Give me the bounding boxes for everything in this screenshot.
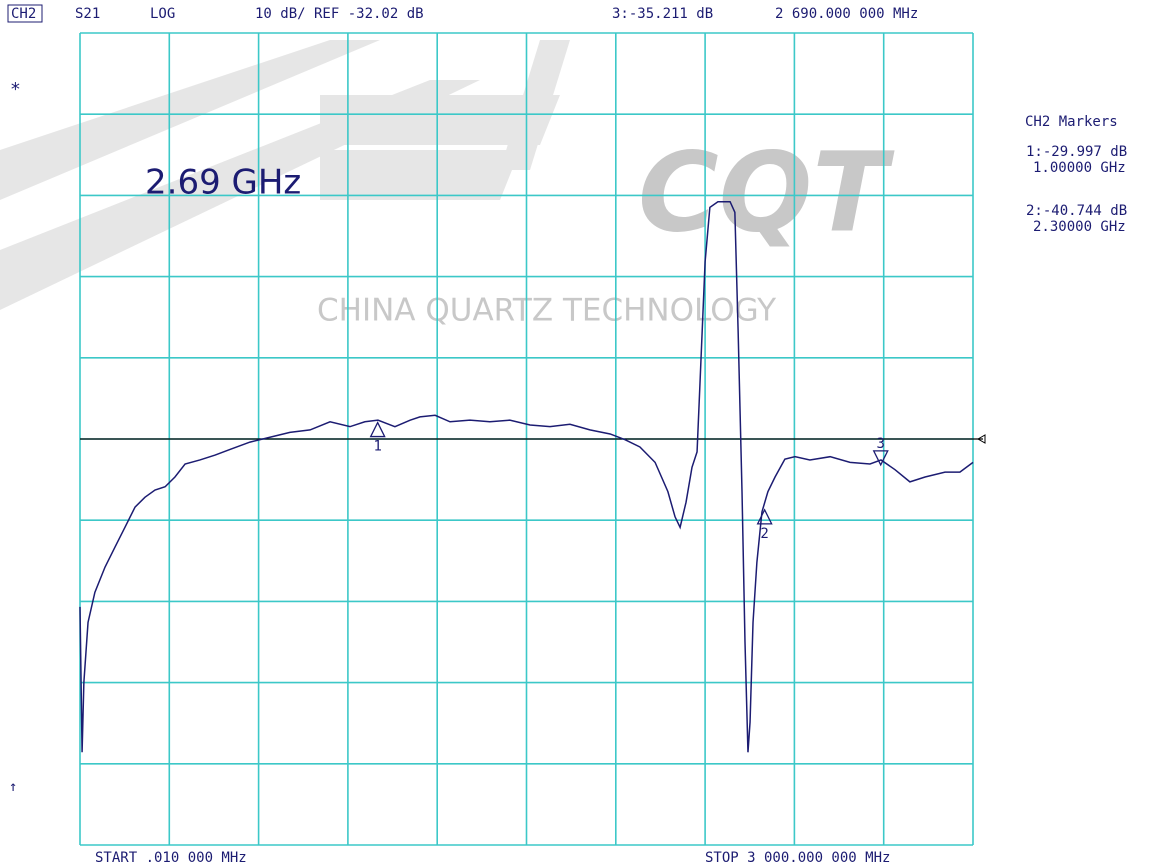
scale-ref-label: 10 dB/ REF -32.02 dB (255, 6, 424, 22)
channel-label: CH2 (11, 6, 36, 22)
channel-box (7, 4, 43, 23)
marker-readout-frequency: 1.00000 GHz (1033, 160, 1126, 176)
marker (756, 508, 773, 525)
marker-label: 3 (877, 436, 885, 452)
stop-label: STOP 3 000.000 000 MHz (705, 850, 890, 866)
marker-readout-value: 2:-40.744 dB (1026, 203, 1127, 219)
plot-area: 1 2 3 (79, 32, 986, 846)
parameter-label: S21 (75, 6, 100, 22)
watermark-text: CHINA QUARTZ TECHNOLOGY (317, 293, 776, 329)
marker-readout-value: 1:-29.997 dB (1026, 144, 1127, 160)
trace (79, 200, 974, 753)
marker-panel-title: CH2 Markers (1025, 114, 1118, 130)
marker (872, 450, 889, 467)
active-marker-frequency: 2 690.000 000 MHz (775, 6, 918, 22)
start-label: START .010 000 MHz (95, 850, 247, 866)
marker-readout-frequency: 2.30000 GHz (1033, 219, 1126, 235)
reference-pointer (976, 434, 986, 444)
frequency-annotation: 2.69 GHz (145, 163, 301, 203)
watermark-logo: CQT (638, 128, 895, 256)
marker (369, 421, 386, 438)
marker-label: 2 (760, 526, 768, 542)
marker-label: 1 (373, 439, 381, 455)
format-label: LOG (150, 6, 175, 22)
bottom-symbol: ↑ (9, 779, 17, 795)
active-marker-value: 3:-35.211 dB (612, 6, 713, 22)
status-symbol: * (10, 79, 21, 100)
